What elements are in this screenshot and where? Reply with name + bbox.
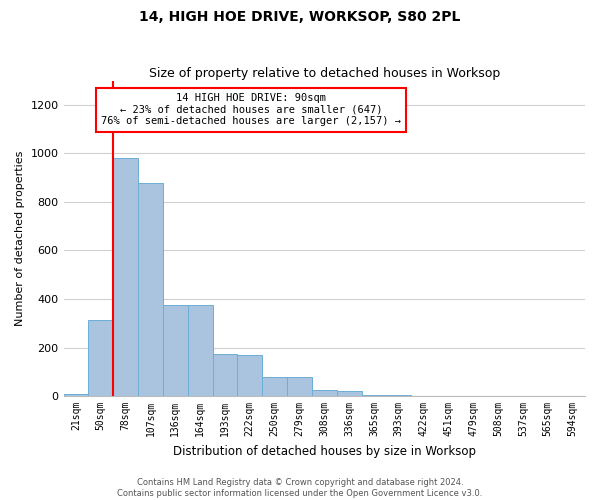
- Bar: [362, 395, 386, 396]
- Y-axis label: Number of detached properties: Number of detached properties: [15, 150, 25, 326]
- Bar: [88, 320, 113, 396]
- Bar: [386, 395, 411, 396]
- Bar: [262, 376, 287, 396]
- Text: Contains HM Land Registry data © Crown copyright and database right 2024.
Contai: Contains HM Land Registry data © Crown c…: [118, 478, 482, 498]
- Bar: [212, 354, 238, 396]
- Text: 14 HIGH HOE DRIVE: 90sqm
← 23% of detached houses are smaller (647)
76% of semi-: 14 HIGH HOE DRIVE: 90sqm ← 23% of detach…: [101, 94, 401, 126]
- Bar: [64, 394, 88, 396]
- Bar: [238, 355, 262, 396]
- Bar: [312, 390, 337, 396]
- Text: 14, HIGH HOE DRIVE, WORKSOP, S80 2PL: 14, HIGH HOE DRIVE, WORKSOP, S80 2PL: [139, 10, 461, 24]
- Bar: [337, 391, 362, 396]
- X-axis label: Distribution of detached houses by size in Worksop: Distribution of detached houses by size …: [173, 444, 476, 458]
- Bar: [163, 305, 188, 396]
- Title: Size of property relative to detached houses in Worksop: Size of property relative to detached ho…: [149, 66, 500, 80]
- Bar: [138, 182, 163, 396]
- Bar: [188, 305, 212, 396]
- Bar: [287, 376, 312, 396]
- Bar: [113, 158, 138, 396]
